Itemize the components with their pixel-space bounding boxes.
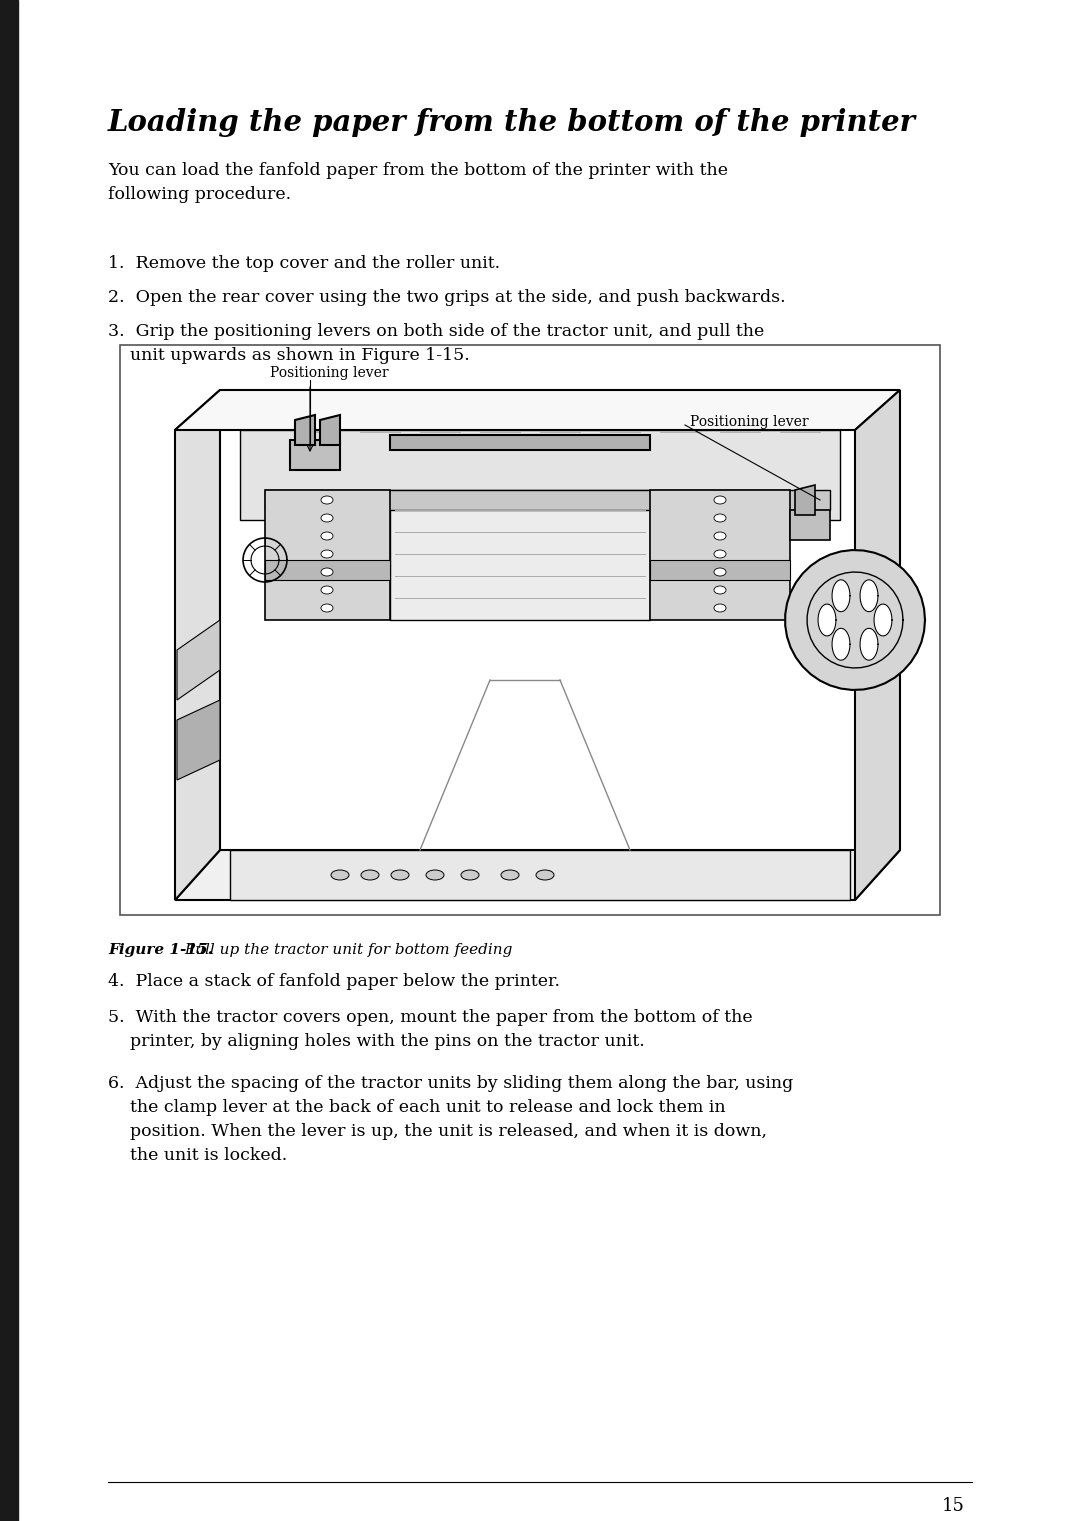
Ellipse shape [461,870,480,881]
Polygon shape [650,490,789,621]
Polygon shape [874,604,892,636]
Polygon shape [265,560,390,580]
Polygon shape [795,485,815,516]
Text: Pull up the tractor unit for bottom feeding: Pull up the tractor unit for bottom feed… [180,943,512,957]
Polygon shape [860,628,878,660]
Text: 3.  Grip the positioning levers on both side of the tractor unit, and pull the
 : 3. Grip the positioning levers on both s… [108,322,765,364]
Polygon shape [177,700,220,780]
Ellipse shape [714,532,726,540]
Ellipse shape [714,604,726,611]
Polygon shape [390,435,650,450]
Ellipse shape [501,870,519,881]
Text: 5.  With the tractor covers open, mount the paper from the bottom of the
    pri: 5. With the tractor covers open, mount t… [108,1008,753,1049]
Polygon shape [175,389,900,430]
Polygon shape [295,415,315,446]
Polygon shape [265,490,390,621]
Polygon shape [390,490,650,621]
Ellipse shape [391,870,409,881]
Polygon shape [785,551,924,691]
Ellipse shape [714,496,726,503]
Text: 4.  Place a stack of fanfold paper below the printer.: 4. Place a stack of fanfold paper below … [108,973,561,990]
Bar [0,0,18,1521]
Text: Positioning lever: Positioning lever [270,367,389,380]
Text: 15: 15 [942,1497,966,1515]
Text: 6.  Adjust the spacing of the tractor units by sliding them along the bar, using: 6. Adjust the spacing of the tractor uni… [108,1075,793,1165]
Polygon shape [855,389,900,900]
Polygon shape [860,580,878,611]
Ellipse shape [321,532,333,540]
Ellipse shape [321,496,333,503]
Ellipse shape [714,567,726,576]
Polygon shape [818,604,836,636]
Polygon shape [832,580,850,611]
Polygon shape [650,560,789,580]
Polygon shape [175,389,220,900]
Polygon shape [832,628,850,660]
Polygon shape [177,621,220,700]
Ellipse shape [536,870,554,881]
Polygon shape [320,415,340,446]
Ellipse shape [361,870,379,881]
Ellipse shape [321,604,333,611]
Text: 1.  Remove the top cover and the roller unit.: 1. Remove the top cover and the roller u… [108,256,500,272]
Polygon shape [265,490,831,510]
Polygon shape [789,510,831,540]
Text: Positioning lever: Positioning lever [690,415,809,429]
Text: Figure 1-15.: Figure 1-15. [108,943,213,957]
Polygon shape [240,430,840,520]
Ellipse shape [321,586,333,595]
Ellipse shape [714,586,726,595]
Text: Loading the paper from the bottom of the printer: Loading the paper from the bottom of the… [108,108,916,137]
Ellipse shape [426,870,444,881]
Text: 2.  Open the rear cover using the two grips at the side, and push backwards.: 2. Open the rear cover using the two gri… [108,289,785,306]
Ellipse shape [321,514,333,522]
Polygon shape [175,850,900,900]
Ellipse shape [330,870,349,881]
Polygon shape [291,440,340,470]
Polygon shape [230,850,850,900]
Text: You can load the fanfold paper from the bottom of the printer with the
following: You can load the fanfold paper from the … [108,163,728,204]
Ellipse shape [321,551,333,558]
Ellipse shape [714,514,726,522]
Ellipse shape [714,551,726,558]
Bar [120,345,940,916]
Ellipse shape [321,567,333,576]
